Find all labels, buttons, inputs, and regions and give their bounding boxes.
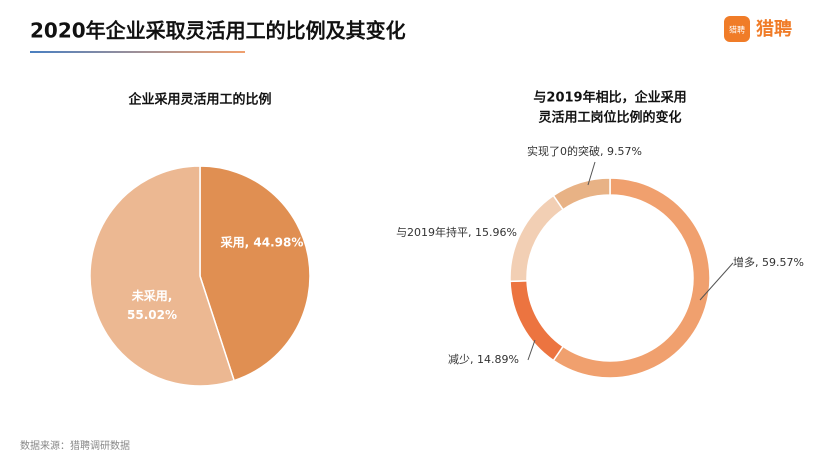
donut-segment xyxy=(552,177,611,211)
leader-line xyxy=(527,339,536,361)
page-title: 2020年企业采取灵活用工的比例及其变化 xyxy=(30,19,406,43)
source: 数据来源：猎聘调研数据 xyxy=(20,439,130,452)
data-label-line: 未采用, xyxy=(131,288,173,303)
chart-title: 企业采用灵活用工的比例 xyxy=(127,92,271,108)
data-label: 增多, 59.57% xyxy=(733,255,804,269)
data-label-line: 55.02% xyxy=(127,308,177,322)
logo-icon-text: 猎聘 xyxy=(729,25,745,35)
donut-segment xyxy=(552,177,711,379)
leader-line xyxy=(587,161,596,186)
pie-slice xyxy=(199,165,311,382)
data-label: 减少, 14.89% xyxy=(448,353,519,366)
leader-line xyxy=(699,262,734,301)
logo-icon xyxy=(724,16,750,42)
data-label: 与2019年持平, 15.96% xyxy=(396,225,517,239)
chart-title: 与2019年相比，企业采用 xyxy=(533,90,686,106)
donut-segment xyxy=(509,280,565,362)
data-label: 未采用, 55.02% xyxy=(127,288,177,322)
data-label: 实现了0的突破, 9.57% xyxy=(527,144,642,158)
logo-text: 猎聘 xyxy=(756,18,792,40)
donut-segment xyxy=(509,194,565,283)
pie-slice xyxy=(89,165,236,387)
data-label: 采用, 44.98% xyxy=(220,235,304,250)
chart-title: 灵活用工岗位比例的变化 xyxy=(538,110,681,126)
title-underline xyxy=(30,51,245,53)
